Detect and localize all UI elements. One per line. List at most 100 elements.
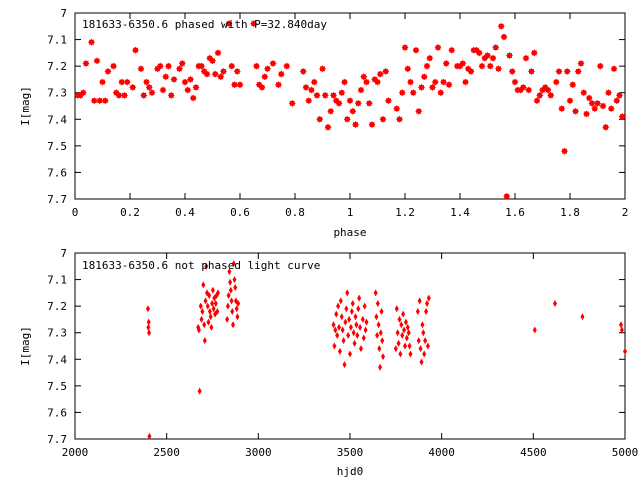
data-point <box>264 65 271 73</box>
data-point <box>563 67 571 75</box>
data-point <box>360 315 365 323</box>
data-point <box>574 67 582 75</box>
x-tick-label: 0.6 <box>230 206 250 219</box>
data-point <box>225 302 230 310</box>
data-point <box>96 97 104 105</box>
data-point <box>313 91 321 99</box>
data-point <box>231 321 236 329</box>
data-point <box>145 305 150 313</box>
y-tick-label: 7.7 <box>47 433 67 446</box>
data-point <box>425 342 430 350</box>
data-point <box>228 62 236 70</box>
x-tick-label: 1 <box>347 206 354 219</box>
data-point <box>334 310 339 318</box>
data-point <box>376 321 381 329</box>
x-tick-label: 1.8 <box>560 206 580 219</box>
y-tick-label: 7.2 <box>47 60 67 73</box>
data-point <box>228 286 233 294</box>
data-point <box>420 321 425 329</box>
y-tick-label: 7.6 <box>47 406 67 419</box>
data-point <box>202 321 207 329</box>
y-tick-label: 7.1 <box>47 34 67 47</box>
y-tick-label: 7.4 <box>47 113 67 126</box>
data-point <box>434 44 442 52</box>
x-tick-label: 0 <box>72 206 79 219</box>
data-point <box>591 105 599 113</box>
data-point <box>475 49 483 57</box>
data-point <box>373 289 378 297</box>
data-point <box>429 83 436 91</box>
data-point <box>302 83 310 91</box>
data-point <box>403 342 407 350</box>
data-point <box>214 49 222 57</box>
data-point <box>404 334 409 342</box>
data-point <box>403 318 408 326</box>
data-point <box>418 345 423 353</box>
data-point <box>198 302 203 310</box>
data-point <box>381 353 385 361</box>
data-point <box>79 89 87 97</box>
y-tick-labels: 7 7.1 7.2 7.3 7.4 7.5 7.6 7.7 <box>47 247 67 446</box>
data-point <box>357 294 362 302</box>
data-point <box>269 59 277 67</box>
x-axis-label: phase <box>333 226 366 239</box>
data-point <box>162 73 170 81</box>
tick-marks <box>74 252 626 440</box>
data-point <box>618 321 623 329</box>
data-point <box>337 347 342 355</box>
data-point <box>132 46 139 54</box>
y-tick-label: 7.2 <box>47 300 67 313</box>
data-point <box>203 297 208 305</box>
data-point <box>619 326 624 334</box>
data-point <box>227 268 232 276</box>
data-point <box>408 350 413 358</box>
data-point <box>344 305 349 313</box>
data-point <box>401 44 409 52</box>
data-point <box>364 318 369 326</box>
data-point <box>253 62 260 70</box>
data-point <box>181 78 189 86</box>
data-point <box>90 97 98 105</box>
chart-title: 181633-6350.6 phased with P=32.840day <box>82 18 327 31</box>
data-point <box>572 107 579 115</box>
data-point <box>351 329 356 337</box>
data-point <box>327 107 335 115</box>
data-point <box>184 86 192 94</box>
data-point <box>204 262 209 270</box>
x-tick-label: 1.6 <box>505 206 525 219</box>
data-point <box>346 331 351 339</box>
data-point <box>310 78 318 86</box>
data-point <box>594 99 601 107</box>
data-point <box>459 59 467 67</box>
data-point <box>418 83 425 91</box>
data-point <box>486 62 494 70</box>
data-point <box>404 65 412 73</box>
data-point <box>234 305 239 313</box>
y-tick-label: 7.6 <box>47 166 67 179</box>
data-point <box>361 334 366 342</box>
data-point <box>497 22 505 30</box>
data-point <box>431 78 439 86</box>
data-point <box>346 97 354 105</box>
data-point <box>283 62 291 70</box>
data-point <box>405 323 410 331</box>
y-tick-label: 7 <box>60 7 67 20</box>
data-point <box>396 115 403 123</box>
data-point <box>288 99 296 107</box>
data-point <box>308 86 315 94</box>
data-point <box>355 331 360 339</box>
data-point <box>345 289 350 297</box>
data-point <box>231 81 238 89</box>
data-point <box>353 313 358 321</box>
data-point <box>412 46 420 54</box>
y-tick-label: 7.1 <box>47 274 67 287</box>
data-point <box>425 299 429 307</box>
data-point <box>409 89 417 97</box>
data-point <box>275 81 282 89</box>
data-point <box>192 83 200 91</box>
data-point <box>88 38 95 46</box>
y-tick-label: 7.3 <box>47 327 67 340</box>
data-point <box>349 307 354 315</box>
data-point <box>232 276 237 284</box>
data-point <box>377 345 382 353</box>
